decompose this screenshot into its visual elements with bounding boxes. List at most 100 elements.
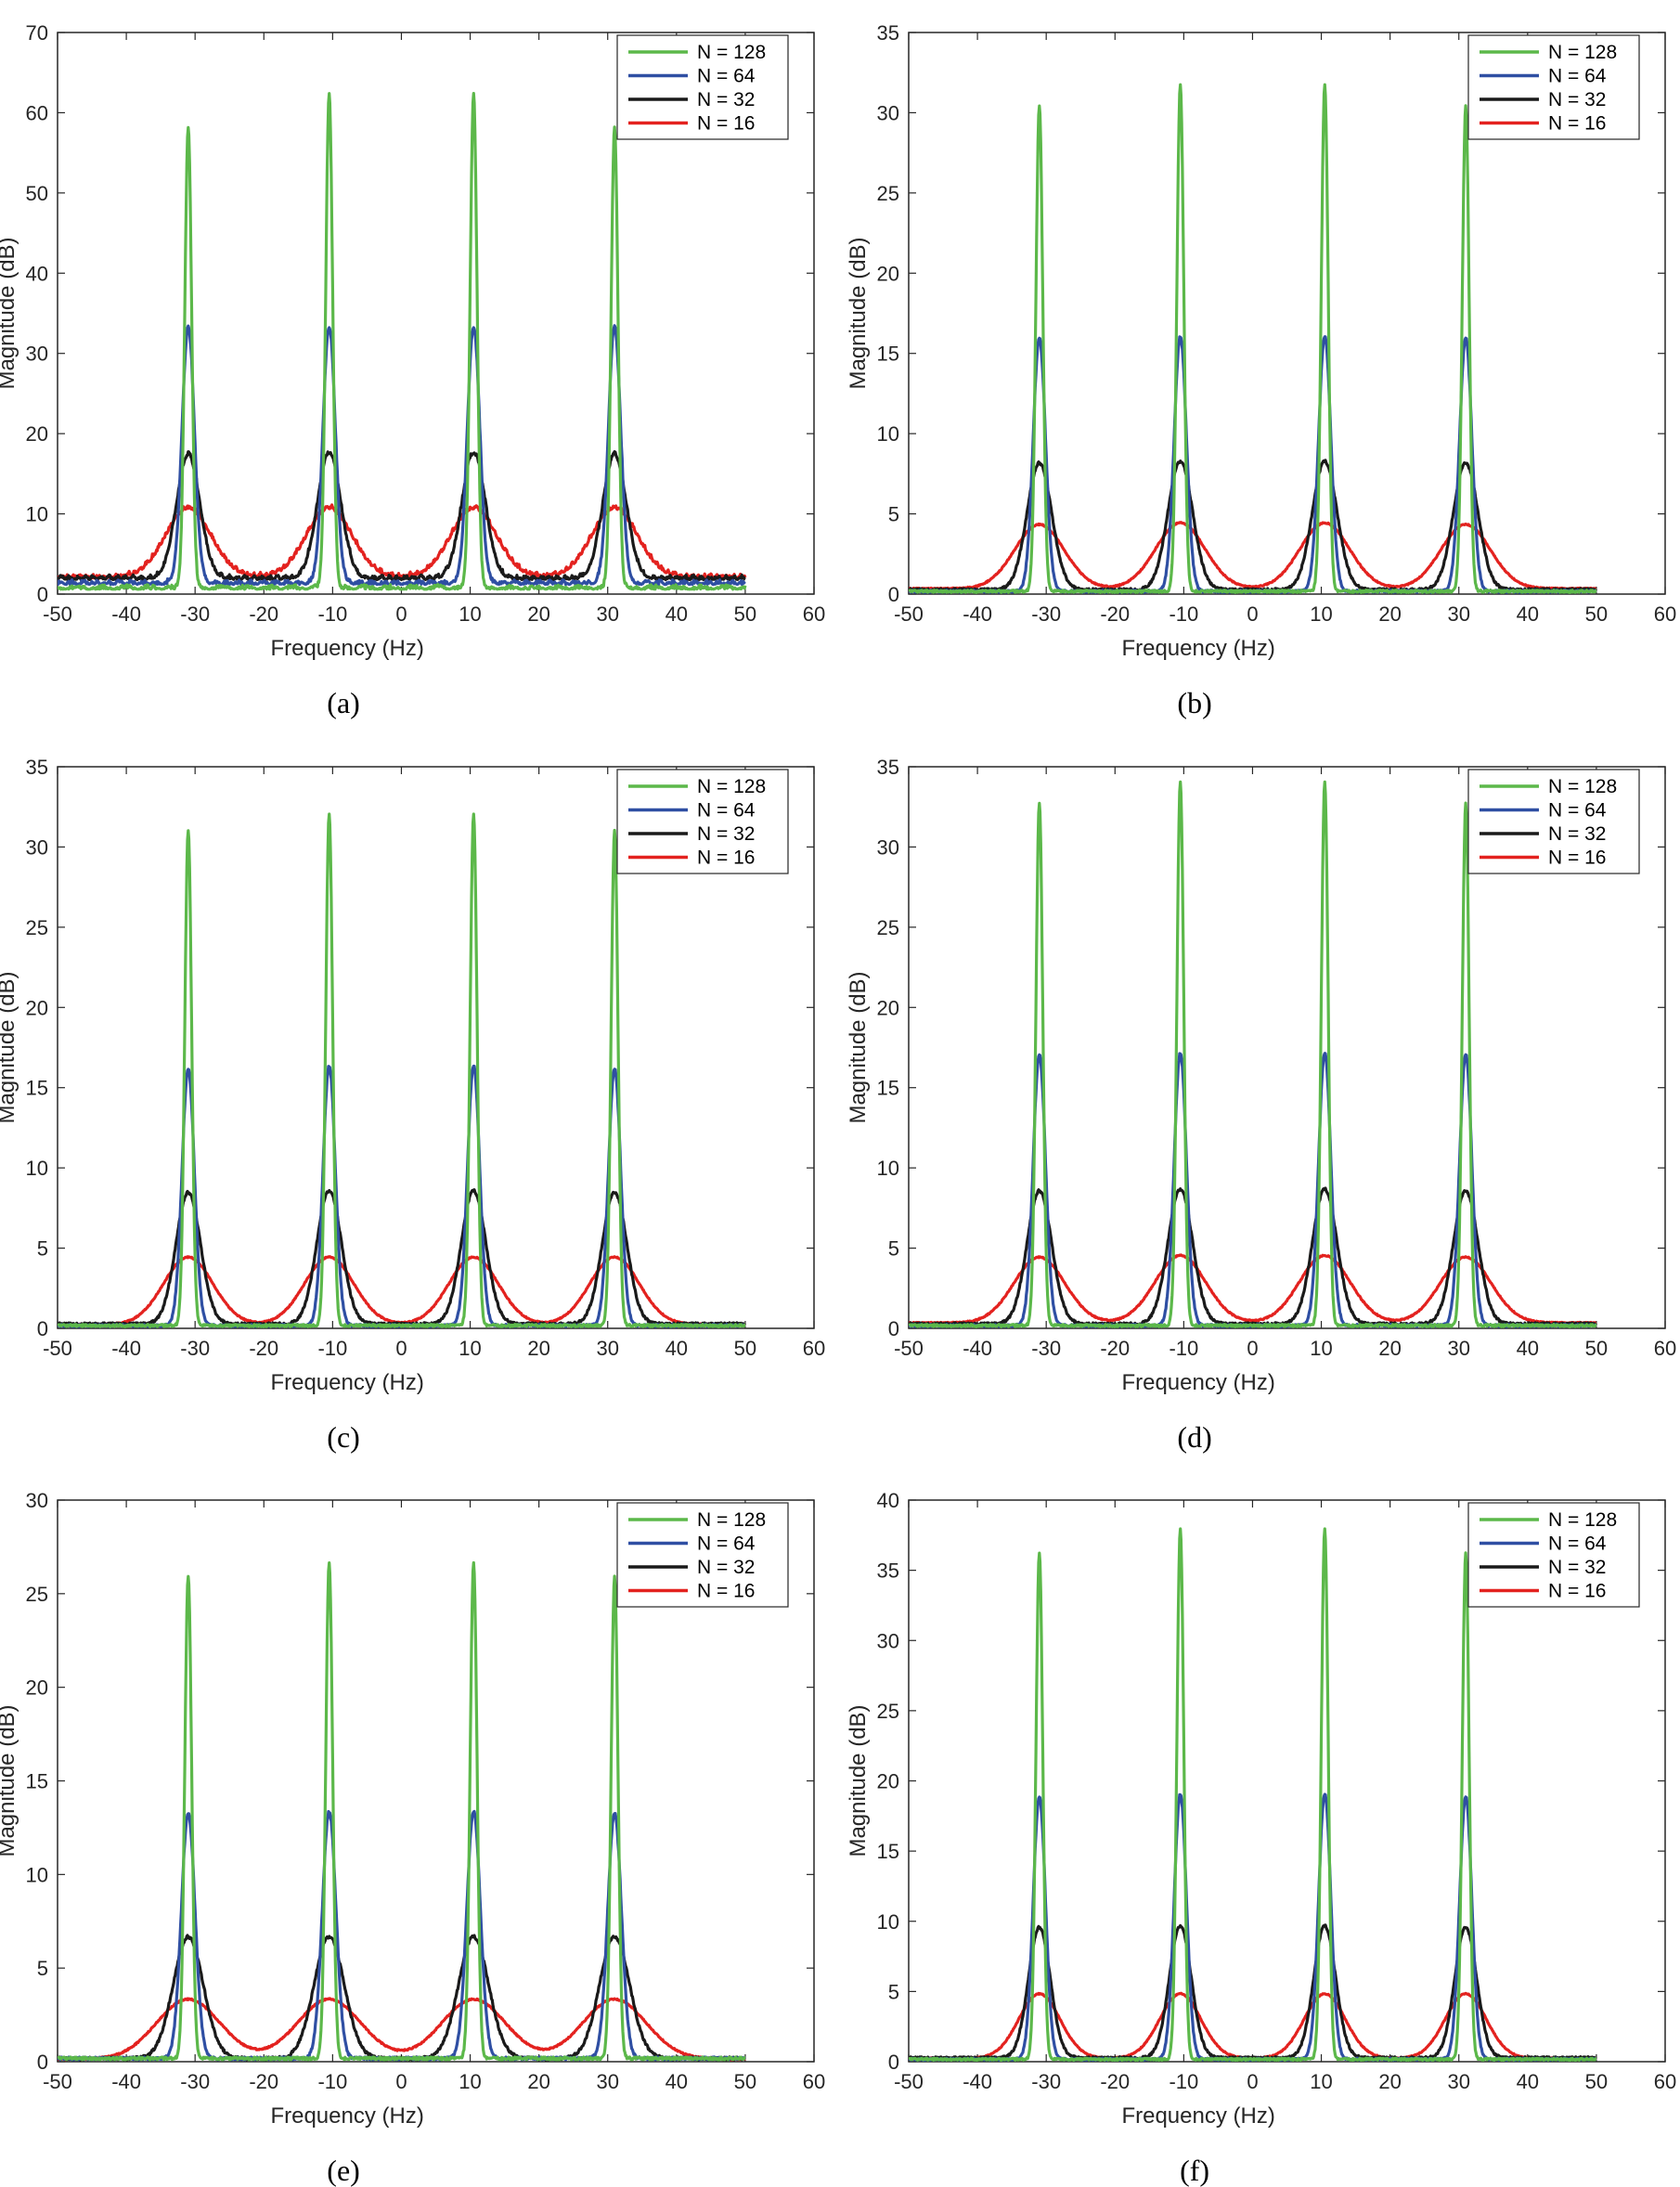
y-tick-label: 10 — [877, 422, 899, 446]
x-tick-label: 10 — [459, 1337, 481, 1360]
legend-label: N = 64 — [1548, 1533, 1607, 1555]
x-tick-label: 50 — [734, 602, 756, 626]
x-tick-label: -40 — [963, 1337, 992, 1360]
y-tick-label: 20 — [877, 262, 899, 285]
x-tick-label: 20 — [527, 2070, 549, 2093]
x-tick-label: 30 — [596, 1337, 618, 1360]
legend-label: N = 16 — [1548, 113, 1606, 135]
legend-label: N = 128 — [697, 42, 766, 63]
x-tick-label: -10 — [317, 1337, 347, 1360]
y-tick-label: 0 — [37, 2051, 48, 2074]
panel-1: -50 -40 -30 -20 -10 0 10 20 30 40 50 60 0 5 10 15 20 25 30… — [846, 21, 1676, 719]
x-tick-label: -20 — [1100, 602, 1130, 626]
y-tick-label: 20 — [26, 422, 48, 446]
x-tick-label: -50 — [43, 602, 72, 626]
x-tick-label: -30 — [1031, 2070, 1061, 2093]
x-tick-label: 0 — [395, 2070, 407, 2093]
legend-label: N = 32 — [1548, 823, 1606, 845]
x-axis-title: Frequency (Hz) — [1121, 2103, 1274, 2129]
y-tick-label: 15 — [877, 343, 899, 366]
x-tick-label: -40 — [963, 2070, 992, 2093]
y-axis-title: Magnitude (dB) — [0, 237, 19, 389]
series-group — [58, 92, 747, 591]
y-tick-label: 20 — [877, 1770, 899, 1793]
y-tick-label: 35 — [877, 756, 899, 779]
legend-label: N = 16 — [1548, 848, 1606, 869]
series-line-128 — [909, 83, 1597, 594]
x-tick-label: 30 — [1447, 2070, 1469, 2093]
x-tick-label: 60 — [803, 2070, 825, 2093]
panel-caption: (c) — [327, 1420, 360, 1454]
x-tick-label: 40 — [666, 1337, 688, 1360]
y-tick-label: 30 — [26, 835, 48, 859]
y-tick-label: 15 — [877, 1077, 899, 1100]
series-line-128 — [909, 1527, 1597, 2062]
legend-label: N = 64 — [697, 66, 756, 87]
legend-label: N = 16 — [697, 113, 755, 135]
x-tick-label: -30 — [180, 2070, 210, 2093]
legend-label: N = 32 — [697, 1557, 755, 1578]
legend-label: N = 128 — [1548, 776, 1617, 797]
x-axis-title: Frequency (Hz) — [270, 1370, 423, 1395]
legend-label: N = 16 — [697, 1581, 755, 1602]
y-tick-label: 30 — [26, 343, 48, 366]
series-line-128 — [58, 812, 746, 1328]
legend-label: N = 128 — [1548, 1509, 1617, 1531]
x-tick-label: -50 — [43, 2070, 72, 2093]
x-tick-label: 50 — [1585, 2070, 1608, 2093]
legend: N = 128 N = 64N = 32 N = 16 — [1467, 769, 1640, 874]
x-tick-label: -30 — [180, 602, 210, 626]
x-tick-label: -10 — [1169, 1337, 1198, 1360]
x-tick-label: 40 — [1517, 2070, 1539, 2093]
x-tick-label: -10 — [1169, 2070, 1198, 2093]
legend-label: N = 16 — [697, 848, 755, 869]
y-tick-label: 0 — [888, 583, 899, 606]
y-tick-label: 30 — [877, 835, 899, 859]
y-tick-label: 30 — [877, 1629, 899, 1652]
x-tick-label: -40 — [963, 602, 992, 626]
series-group — [58, 1560, 746, 2062]
legend-label: N = 64 — [1548, 800, 1607, 822]
series-line-32 — [58, 1188, 746, 1327]
x-tick-label: -50 — [43, 1337, 72, 1360]
x-tick-label: -20 — [1100, 2070, 1130, 2093]
y-axis-title: Magnitude (dB) — [0, 1704, 19, 1857]
series-group — [909, 1527, 1597, 2062]
x-tick-label: -40 — [111, 602, 141, 626]
y-tick-label: 35 — [26, 756, 48, 779]
x-tick-label: -10 — [1169, 602, 1198, 626]
x-axis-title: Frequency (Hz) — [270, 636, 423, 661]
series-line-128 — [909, 780, 1597, 1328]
x-tick-label: -20 — [249, 602, 278, 626]
y-tick-label: 0 — [37, 1317, 48, 1340]
y-tick-label: 20 — [877, 996, 899, 1019]
x-tick-label: -10 — [317, 2070, 347, 2093]
y-tick-label: 10 — [877, 1157, 899, 1180]
series-line-128 — [58, 92, 747, 591]
x-axis-title: Frequency (Hz) — [270, 2103, 423, 2129]
series-line-32 — [909, 1186, 1597, 1327]
x-tick-label: -10 — [317, 602, 347, 626]
y-tick-label: 10 — [26, 503, 48, 526]
legend-label: N = 32 — [697, 89, 755, 110]
x-tick-label: 0 — [395, 602, 407, 626]
y-tick-label: 25 — [877, 1700, 899, 1723]
legend-label: N = 32 — [697, 823, 755, 845]
y-tick-label: 5 — [888, 1980, 899, 2003]
y-axis-title: Magnitude (dB) — [0, 971, 19, 1123]
series-line-64 — [58, 324, 746, 587]
y-tick-label: 25 — [877, 182, 899, 205]
y-tick-label: 30 — [26, 1489, 48, 1512]
y-tick-label: 30 — [877, 101, 899, 124]
x-tick-label: 10 — [1310, 602, 1332, 626]
series-group — [909, 83, 1597, 594]
series-line-32 — [909, 459, 1597, 593]
series-line-32 — [58, 450, 746, 581]
y-tick-label: 5 — [888, 1237, 899, 1261]
x-tick-label: 60 — [803, 1337, 825, 1360]
x-tick-label: -20 — [1100, 1337, 1130, 1360]
panel-4: -50 -40 -30 -20 -10 0 10 20 30 40 50 60 0 5 10 15 20 25 30… — [0, 1489, 825, 2187]
x-tick-label: 20 — [1378, 602, 1401, 626]
